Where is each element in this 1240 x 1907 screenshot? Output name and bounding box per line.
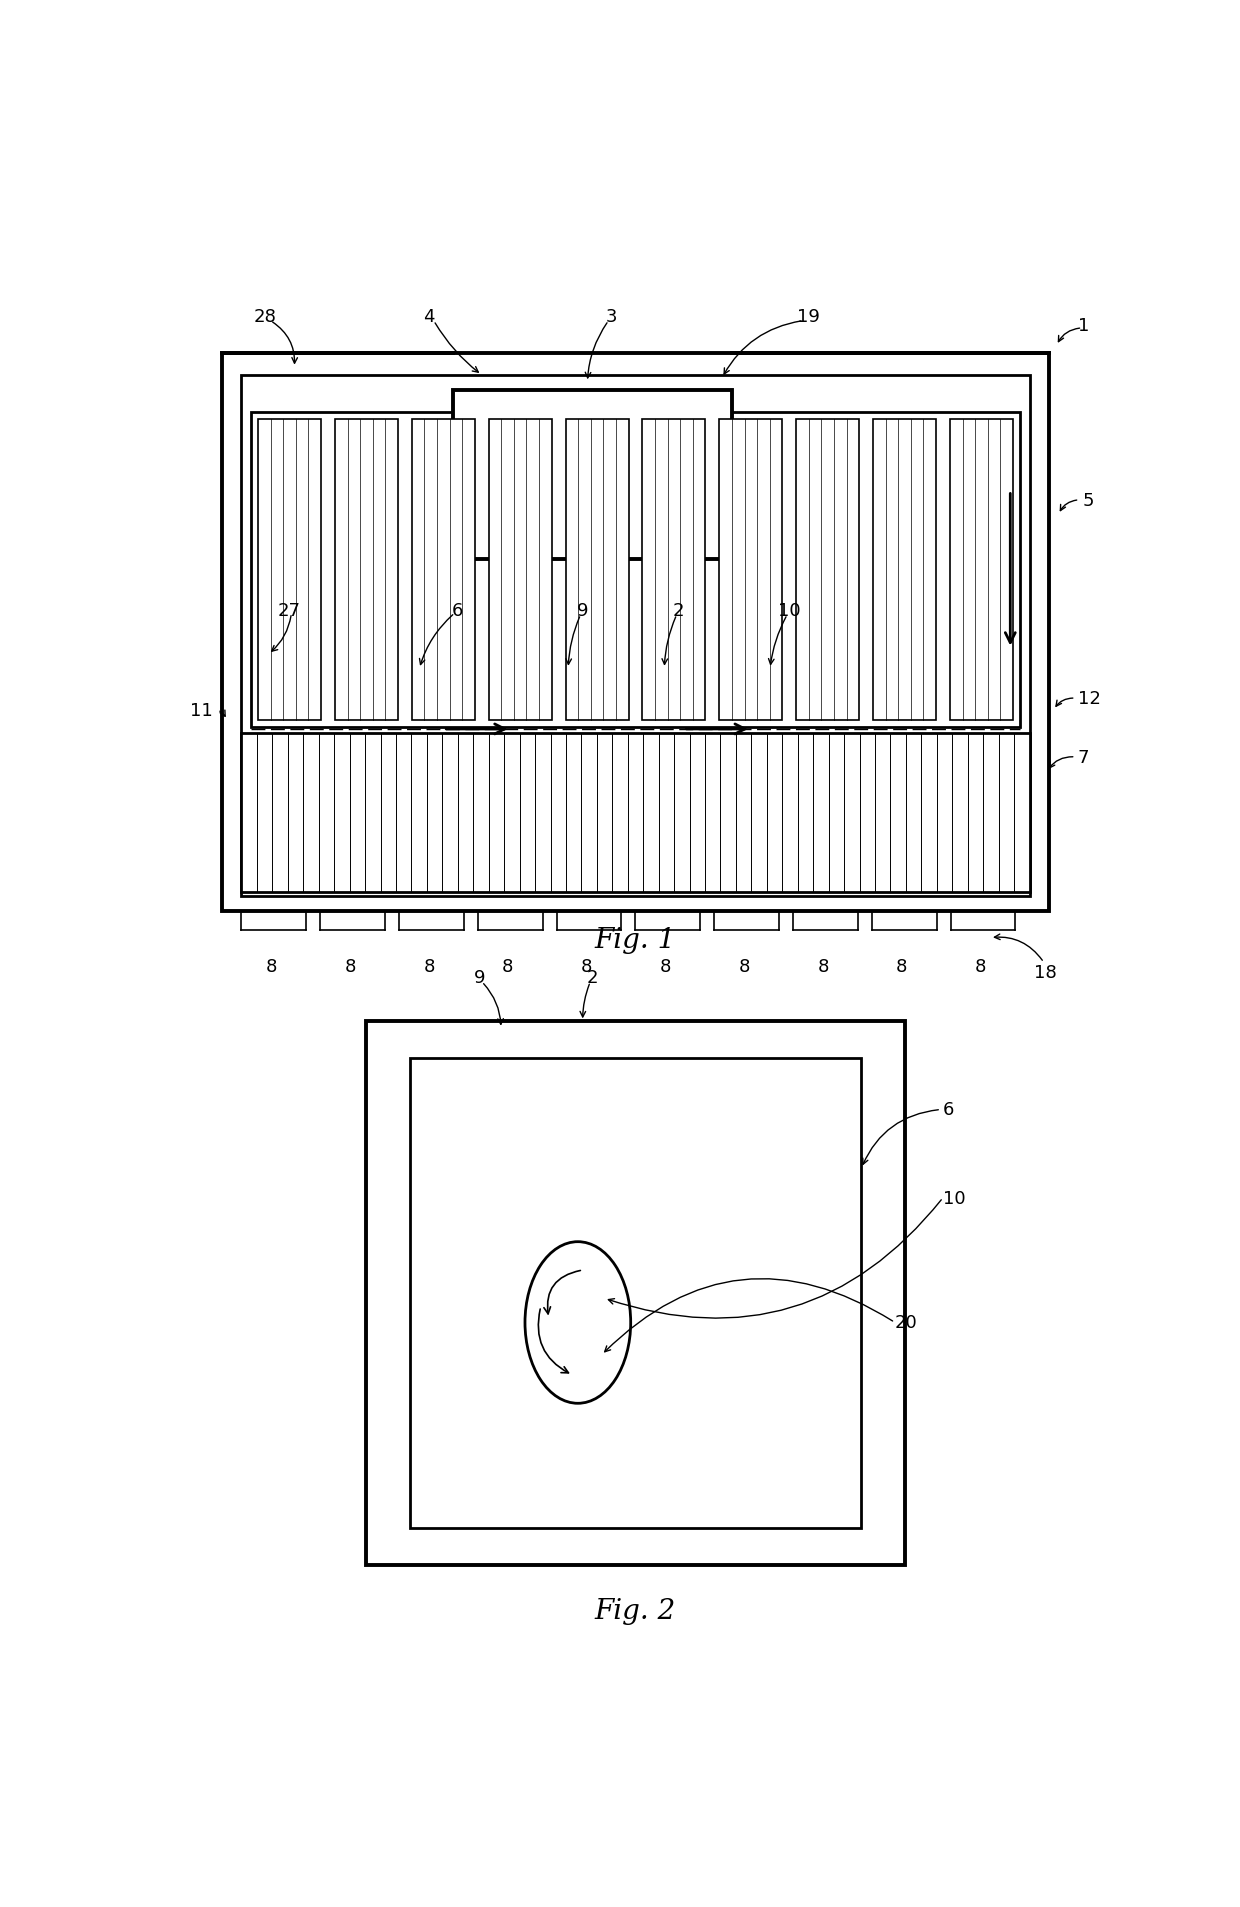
Text: 10: 10 bbox=[777, 601, 801, 620]
Text: 27: 27 bbox=[278, 601, 301, 620]
Text: 6: 6 bbox=[453, 601, 464, 620]
Bar bbox=[242, 376, 1029, 896]
Text: 4: 4 bbox=[423, 307, 435, 326]
Bar bbox=[258, 420, 321, 721]
Text: 2: 2 bbox=[673, 601, 684, 620]
Text: 7: 7 bbox=[1078, 748, 1089, 767]
Bar bbox=[242, 734, 1029, 892]
Bar bbox=[950, 420, 1013, 721]
Bar bbox=[453, 391, 732, 559]
Text: 8: 8 bbox=[975, 957, 986, 974]
Bar bbox=[412, 420, 475, 721]
Bar bbox=[367, 1022, 905, 1566]
Text: 12: 12 bbox=[1078, 690, 1100, 707]
Text: 2: 2 bbox=[587, 969, 598, 986]
Bar bbox=[335, 420, 398, 721]
Bar bbox=[642, 420, 706, 721]
Text: 6: 6 bbox=[942, 1100, 955, 1119]
Text: 9: 9 bbox=[474, 969, 486, 986]
Circle shape bbox=[525, 1241, 631, 1404]
Bar bbox=[796, 420, 859, 721]
Text: Fig. 2: Fig. 2 bbox=[595, 1598, 676, 1625]
Text: 19: 19 bbox=[797, 307, 820, 326]
Text: 8: 8 bbox=[265, 957, 277, 974]
Text: 8: 8 bbox=[345, 957, 356, 974]
Bar bbox=[565, 420, 629, 721]
Bar bbox=[222, 353, 1049, 912]
Text: Fig. 1: Fig. 1 bbox=[595, 927, 676, 954]
Text: 8: 8 bbox=[423, 957, 435, 974]
Text: 20: 20 bbox=[895, 1314, 918, 1331]
Text: 5: 5 bbox=[1083, 492, 1094, 509]
Text: 28: 28 bbox=[254, 307, 277, 326]
Text: 11: 11 bbox=[190, 702, 212, 719]
Bar bbox=[409, 1058, 862, 1528]
Bar bbox=[250, 412, 1021, 728]
Text: 1: 1 bbox=[1078, 317, 1089, 336]
Text: 8: 8 bbox=[660, 957, 671, 974]
Text: 8: 8 bbox=[739, 957, 750, 974]
Text: 18: 18 bbox=[1034, 963, 1056, 980]
Text: 10: 10 bbox=[942, 1188, 966, 1207]
Text: 3: 3 bbox=[605, 307, 618, 326]
Text: 8: 8 bbox=[817, 957, 828, 974]
Bar bbox=[719, 420, 782, 721]
Bar bbox=[873, 420, 936, 721]
Text: 8: 8 bbox=[582, 957, 593, 974]
Text: 8: 8 bbox=[502, 957, 513, 974]
Text: 9: 9 bbox=[577, 601, 589, 620]
Bar bbox=[489, 420, 552, 721]
Text: 8: 8 bbox=[897, 957, 908, 974]
